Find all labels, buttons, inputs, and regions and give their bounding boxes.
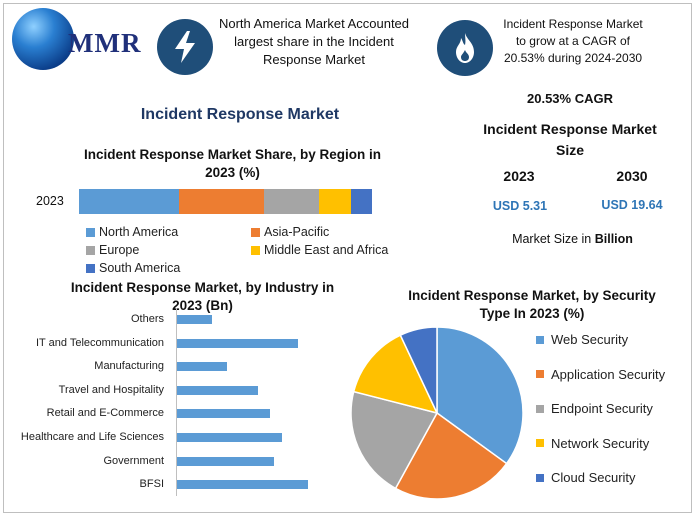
lightning-icon	[157, 19, 213, 75]
globe-logo-icon	[12, 8, 74, 70]
industry-label-others: Others	[130, 313, 164, 325]
industry-label-government: Government	[103, 454, 164, 467]
legend-label: Middle East and Africa	[264, 243, 389, 257]
legend-swatch	[86, 227, 95, 237]
size-unit-bold: Billion	[594, 232, 633, 246]
flame-icon	[437, 20, 493, 76]
industry-bar-bfsi	[177, 480, 308, 490]
legend-swatch	[536, 439, 544, 447]
region-bar-segment-north-america	[79, 189, 179, 214]
header-right-text: Incident Response Market to grow at a CA…	[503, 17, 643, 65]
header-left-text: North America Market Accounted largest s…	[218, 16, 410, 67]
year-2030: 2030	[616, 168, 648, 184]
region-legend-item-middle-east-and-africa: Middle East and Africa	[251, 243, 388, 257]
year-2023: 2023	[503, 168, 535, 184]
legend-swatch	[536, 335, 544, 344]
main-title: Incident Response Market	[140, 106, 340, 123]
region-legend-item-north-america: North America	[86, 225, 178, 239]
industry-axis-line	[176, 308, 177, 496]
size-unit-prefix: Market Size in	[512, 232, 595, 246]
industry-bar-government	[177, 456, 274, 466]
security-chart-title: Incident Response Market, by Security Ty…	[408, 288, 656, 321]
pie-legend-item-web-security: Web Security	[536, 332, 628, 347]
region-bar-segment-asia-pacific	[178, 189, 264, 214]
legend-swatch	[536, 473, 544, 482]
industry-label-manufacturing: Manufacturing	[94, 360, 164, 373]
industry-bar-it-and-telecommunication	[177, 338, 298, 348]
security-pie-chart	[350, 326, 524, 500]
pie-slice-cloud-security	[399, 326, 438, 414]
legend-label: North America	[99, 225, 179, 239]
industry-bar-travel-and-hospitality	[177, 385, 258, 395]
value-2023: USD 5.31	[492, 199, 548, 213]
pie-slice-endpoint-security	[350, 390, 439, 490]
legend-label: South America	[99, 261, 181, 275]
pie-slice-application-security	[394, 411, 508, 500]
logo-text: MMR	[68, 28, 142, 58]
infographic-frame	[3, 3, 692, 513]
industry-label-travel-and-hospitality: Travel and Hospitality	[58, 383, 164, 396]
region-chart-title: Incident Response Market Share, by Regio…	[83, 147, 382, 180]
industry-bar-healthcare-and-life-sciences	[177, 433, 282, 442]
legend-swatch	[251, 227, 260, 237]
pie-legend-item-endpoint-security: Endpoint Security	[536, 401, 653, 416]
legend-label: Network Security	[551, 435, 650, 451]
pie-slice-web-security	[436, 326, 524, 465]
industry-label-healthcare-and-life-sciences: Healthcare and Life Sciences	[20, 431, 164, 443]
region-legend-item-south-america: South America	[86, 261, 180, 275]
industry-chart-title: Incident Response Market, by Industry in…	[70, 280, 335, 313]
legend-swatch	[86, 245, 95, 255]
region-bar-category: 2023	[36, 194, 64, 208]
region-stacked-bar	[79, 189, 372, 214]
pie-legend-item-network-security: Network Security	[536, 436, 649, 451]
industry-label-it-and-telecommunication: IT and Telecommunication	[36, 336, 164, 349]
industry-label-retail-and-e-commerce: Retail and E-Commerce	[46, 407, 164, 420]
legend-label: Application Security	[551, 366, 666, 382]
value-2030: USD 19.64	[601, 198, 663, 212]
region-legend: North America Asia-Pacific Europe Middle Ea…	[86, 225, 406, 281]
industry-bar-others	[177, 315, 213, 324]
pie-legend-item-cloud-security: Cloud Security	[536, 470, 636, 485]
pie-legend-item-application-security: Application Security	[536, 367, 665, 382]
pie-slice-network-security	[352, 334, 439, 415]
legend-label: Endpoint Security	[551, 401, 653, 416]
legend-label: Cloud Security	[551, 470, 636, 485]
region-legend-item-asia-pacific: Asia-Pacific	[251, 225, 329, 239]
size-unit-note: Market Size in Billion	[490, 232, 655, 246]
market-size-title: Incident Response Market Size	[483, 121, 657, 158]
legend-label: Europe	[99, 243, 140, 257]
legend-swatch	[536, 370, 544, 378]
region-bar-segment-middle-east-and-africa	[319, 189, 352, 214]
industry-label-bfsi: BFSI	[139, 478, 164, 491]
cagr-text: 20.53% CAGR	[527, 91, 613, 106]
industry-bar-chart: Others IT and Telecommunication Manufactur…	[0, 308, 340, 498]
industry-bar-retail-and-e-commerce	[177, 409, 270, 419]
region-bar-segment-europe	[263, 189, 320, 214]
industry-bar-manufacturing	[177, 362, 228, 372]
legend-swatch	[251, 245, 260, 255]
legend-swatch	[86, 263, 95, 273]
legend-label: Asia-Pacific	[264, 225, 330, 239]
legend-label: Web Security	[551, 332, 629, 347]
security-pie-legend: Web Security Application Security Endpoint…	[536, 332, 686, 492]
region-legend-item-europe: Europe	[86, 243, 139, 257]
legend-swatch	[536, 404, 544, 413]
region-bar-segment-south-america	[351, 189, 372, 214]
